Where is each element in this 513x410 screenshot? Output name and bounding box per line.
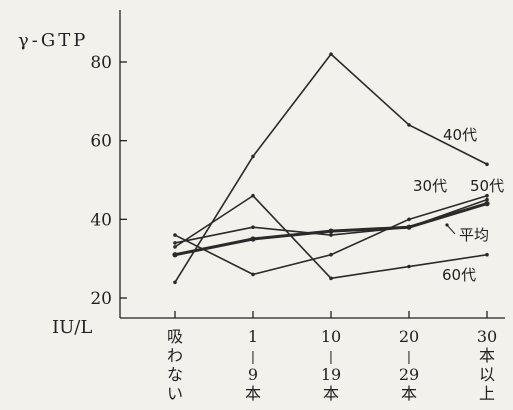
x-tick-label: 1 |9本	[245, 327, 261, 403]
data-point	[251, 154, 255, 159]
x-tick-label-char: 本	[401, 384, 417, 403]
x-tick-label-char: |	[407, 350, 411, 365]
data-point	[407, 264, 411, 269]
y-axis-unit: IU/L	[52, 317, 92, 338]
x-tick-label-char: 30	[477, 327, 497, 346]
data-point	[173, 233, 177, 237]
x-tick-label-char: 19	[321, 365, 341, 384]
x-tick-label-char: 10	[321, 327, 341, 346]
series-lines	[172, 52, 490, 285]
y-tick-label: 40	[90, 210, 112, 230]
data-point	[329, 252, 333, 257]
data-point	[172, 252, 178, 258]
data-point	[407, 217, 411, 222]
series-labels: 40代 30代 50代 60代 平均	[413, 126, 504, 284]
y-axis-title: γ-GTP	[18, 30, 88, 51]
x-tick-label-char: 吸	[167, 327, 183, 346]
data-point	[407, 123, 411, 127]
data-point	[329, 52, 333, 56]
x-tick-label: 10 |19本	[321, 327, 341, 403]
x-tick-label-char: 29	[399, 365, 419, 384]
series-label: 平均	[459, 226, 489, 244]
data-point	[328, 228, 334, 234]
data-point	[329, 276, 333, 281]
y-axis: γ-GTP IU/L	[18, 10, 121, 338]
x-tick-label-char: 上	[479, 384, 495, 403]
data-point	[251, 272, 255, 277]
data-point	[485, 252, 489, 257]
x-tick-label-char: 以	[479, 365, 495, 384]
data-point	[251, 225, 255, 229]
x-tick-label-char: 1	[248, 327, 258, 346]
data-point	[485, 162, 489, 167]
x-tick-label-char: 20	[399, 327, 419, 346]
series-label: 50代	[470, 177, 504, 195]
x-tick-label: 20 |29本	[399, 327, 419, 403]
data-point	[406, 224, 412, 230]
data-point	[250, 236, 256, 242]
data-point	[485, 197, 489, 202]
x-tick-label-char: い	[167, 384, 183, 403]
data-point	[484, 201, 490, 207]
leader-line	[446, 224, 456, 235]
data-point	[173, 241, 177, 245]
series-label: 40代	[443, 126, 477, 144]
data-point	[329, 233, 333, 237]
data-point	[173, 280, 177, 285]
x-tick-label-char: わ	[167, 346, 183, 365]
y-tick-label: 20	[90, 289, 112, 309]
y-tick-label: 80	[90, 53, 112, 73]
x-tick-label-char: 本	[245, 384, 261, 403]
x-tick-label-char: |	[329, 350, 333, 365]
data-point	[485, 193, 489, 198]
x-tick-label-char: 本	[479, 346, 495, 365]
y-ticks: 20 40 60 80	[90, 53, 127, 309]
data-point	[251, 193, 255, 198]
x-tick-label-char: 本	[323, 384, 339, 403]
y-tick-label: 60	[90, 132, 112, 152]
series-label: 30代	[413, 177, 447, 195]
series-label: 60代	[442, 266, 476, 284]
x-tick-label-char: |	[251, 350, 255, 365]
series-line	[174, 53, 488, 283]
x-tick-label-char: 9	[248, 365, 258, 384]
data-point	[173, 245, 177, 249]
x-tick-label-char: な	[167, 365, 183, 384]
leader-dot	[445, 223, 449, 227]
